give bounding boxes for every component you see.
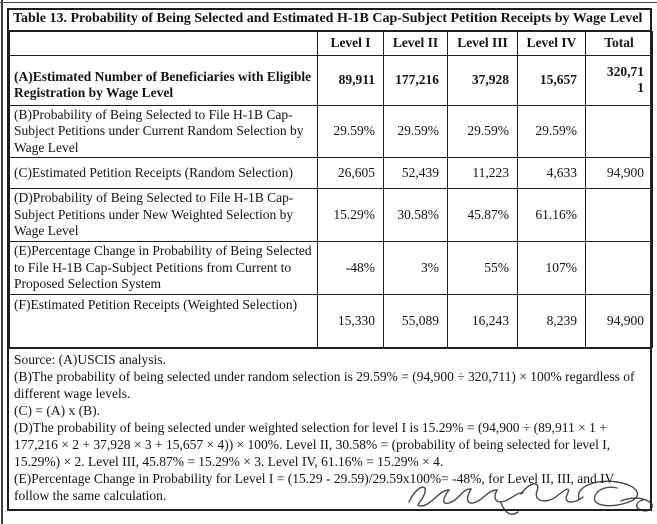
row-e-level-2: 3% [383, 241, 448, 295]
header-level-3: Level III [447, 30, 518, 56]
header-level-2: Level II [383, 30, 448, 56]
row-d-level-2: 30.58% [383, 188, 448, 242]
table-13-document: Table 13. Probability of Being Selected … [7, 8, 653, 511]
source-notes: Source: (A)USCIS analysis. (B)The probab… [9, 347, 650, 509]
row-c-level-3: 11,223 [447, 157, 518, 189]
row-a-total-value: 320,711 [606, 64, 644, 95]
row-b-level-2: 29.59% [383, 104, 448, 158]
header-total: Total [585, 30, 653, 56]
row-c-level-2: 52,439 [383, 157, 448, 189]
table-row-d: (D)Probability of Being Selected to File… [9, 188, 653, 242]
row-b-total [585, 104, 653, 158]
row-c-total: 94,900 [585, 157, 653, 189]
table-row-c: (C)Estimated Petition Receipts (Random S… [9, 157, 653, 189]
table-row-e: (E)Percentage Change in Probability of B… [9, 241, 653, 295]
note-source: Source: (A)USCIS analysis. [14, 351, 166, 367]
header-level-4: Level IV [517, 30, 586, 56]
row-f-level-4: 8,239 [517, 293, 586, 348]
row-e-label: (E)Percentage Change in Probability of B… [9, 241, 318, 295]
header-empty-cell [9, 30, 318, 56]
row-a-label: (A)Estimated Number of Beneficiaries wit… [9, 54, 318, 106]
row-f-level-2: 55,089 [383, 293, 448, 348]
note-c: (C) = (A) x (B). [14, 402, 100, 418]
row-e-level-3: 55% [447, 241, 518, 295]
note-b: (B)The probability of being selected und… [14, 368, 635, 401]
row-b-level-1: 29.59% [317, 104, 384, 158]
table-row-a: (A)Estimated Number of Beneficiaries wit… [9, 54, 653, 106]
row-e-level-1: -48% [317, 241, 384, 295]
row-c-label: (C)Estimated Petition Receipts (Random S… [9, 157, 318, 189]
table-row-b: (B)Probability of Being Selected to File… [9, 104, 653, 158]
note-d: (D)The probability of being selected und… [14, 419, 611, 469]
row-d-level-3: 45.87% [447, 188, 518, 242]
row-f-level-3: 16,243 [447, 293, 518, 348]
row-c-level-1: 26,605 [317, 157, 384, 189]
table-row-f: (F)Estimated Petition Receipts (Weighted… [9, 293, 653, 348]
row-d-level-1: 15.29% [317, 188, 384, 242]
row-b-level-3: 29.59% [447, 104, 518, 158]
row-d-label: (D)Probability of Being Selected to File… [9, 188, 318, 242]
row-b-level-4: 29.59% [517, 104, 586, 158]
scan-edge-artifact-top [0, 2, 657, 3]
header-level-1: Level I [317, 30, 384, 56]
row-e-level-4: 107% [517, 241, 586, 295]
row-d-total [585, 188, 653, 242]
row-a-level-1: 89,911 [317, 54, 384, 106]
row-f-level-1: 15,330 [317, 293, 384, 348]
note-e: (E)Percentage Change in Probability for … [14, 470, 615, 503]
scan-edge-artifact-left [1, 0, 3, 524]
row-f-total: 94,900 [585, 293, 653, 348]
row-a-level-4: 15,657 [517, 54, 586, 106]
row-a-level-3: 37,928 [447, 54, 518, 106]
data-table: Level I Level II Level III Level IV Tota… [9, 30, 653, 348]
header-row: Level I Level II Level III Level IV Tota… [9, 30, 653, 56]
row-c-level-4: 4,633 [517, 157, 586, 189]
row-f-label: (F)Estimated Petition Receipts (Weighted… [9, 293, 318, 348]
row-d-level-4: 61.16% [517, 188, 586, 242]
row-a-level-2: 177,216 [383, 54, 448, 106]
row-b-label: (B)Probability of Being Selected to File… [9, 104, 318, 158]
row-e-total [585, 241, 653, 295]
table-title: Table 13. Probability of Being Selected … [9, 10, 650, 31]
row-a-total: 320,711 [585, 54, 653, 106]
